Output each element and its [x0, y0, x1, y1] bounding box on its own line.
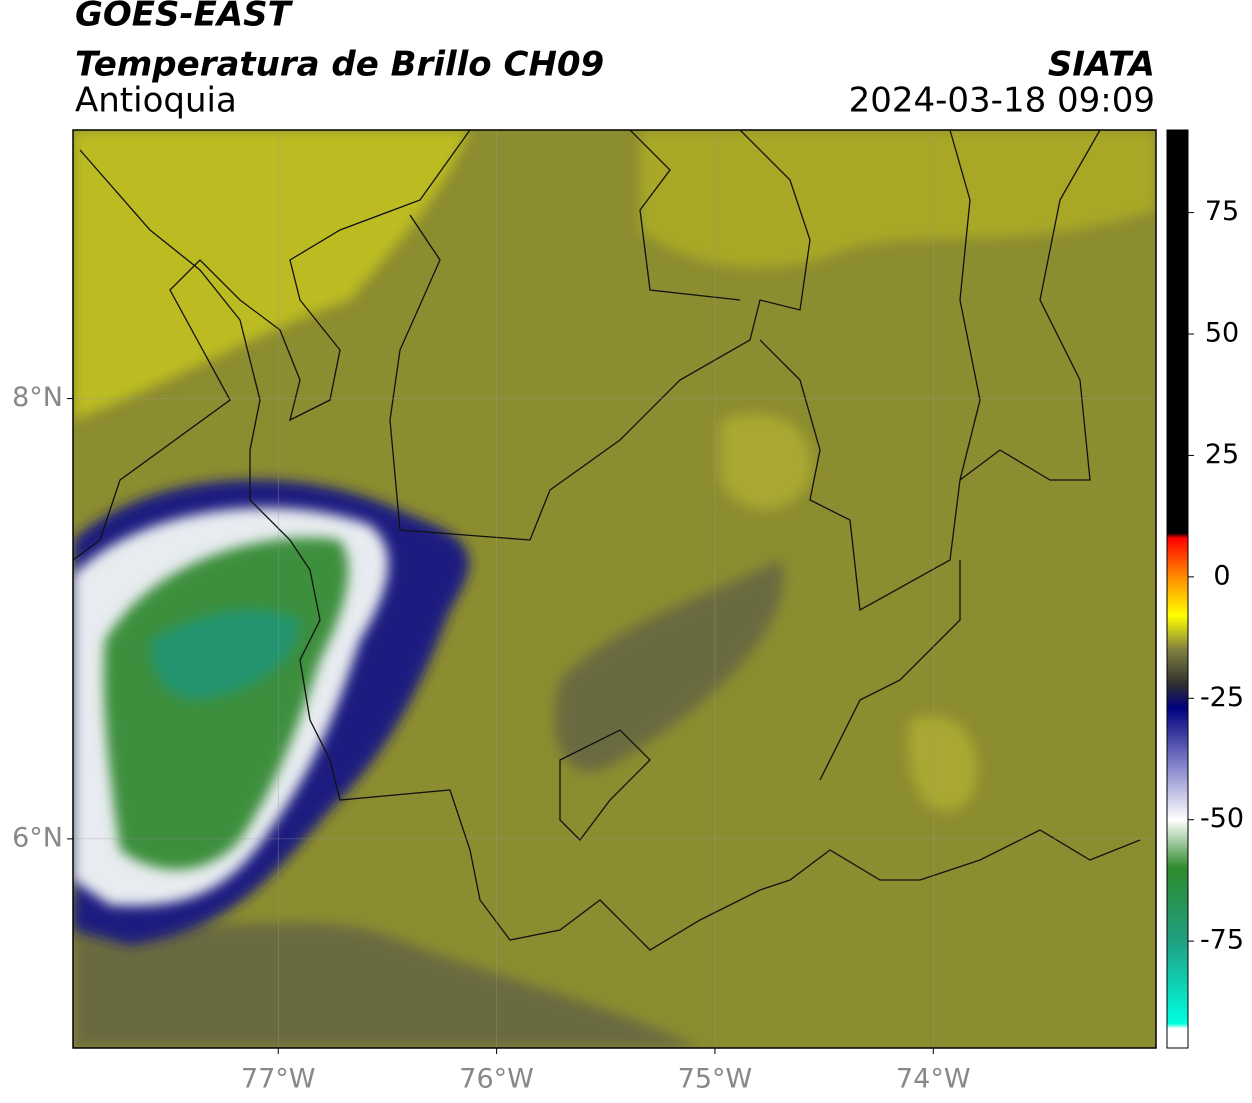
x-tick-label: 74°W [896, 1064, 971, 1095]
x-tick-label: 75°W [678, 1064, 753, 1095]
y-tick-label: 8°N [12, 382, 63, 413]
x-tick-label: 77°W [241, 1064, 316, 1095]
colorbar-tick-label: -25 [1200, 682, 1244, 713]
colorbar-tick-label: 50 [1205, 318, 1239, 349]
colorbar [1166, 129, 1189, 1049]
timestamp: 2024-03-18 09:09 [849, 81, 1155, 121]
map [73, 130, 1156, 1048]
y-tick-label: 6°N [12, 822, 63, 853]
colorbar-tick-label: -50 [1200, 803, 1244, 834]
subtitle: Temperatura de Brillo CH09 [75, 45, 604, 85]
warm-region [720, 413, 978, 812]
cloud-core [150, 609, 300, 700]
cold-region [73, 560, 784, 1048]
warm-region [640, 130, 1156, 269]
x-tick-label: 76°W [459, 1064, 534, 1095]
colorbar-tick-label: 0 [1213, 560, 1230, 591]
colorbar-tick-label: 25 [1205, 439, 1239, 470]
borders [73, 130, 1141, 951]
region: Antioquia [75, 81, 237, 121]
source: SIATA [1048, 45, 1155, 85]
grid [73, 130, 1156, 1048]
title: GOES-EAST [75, 0, 294, 35]
warm-region [73, 130, 470, 420]
map-frame [72, 129, 1157, 1049]
colorbar-tick-label: -75 [1200, 925, 1244, 956]
colorbar-tick-label: 75 [1205, 196, 1239, 227]
